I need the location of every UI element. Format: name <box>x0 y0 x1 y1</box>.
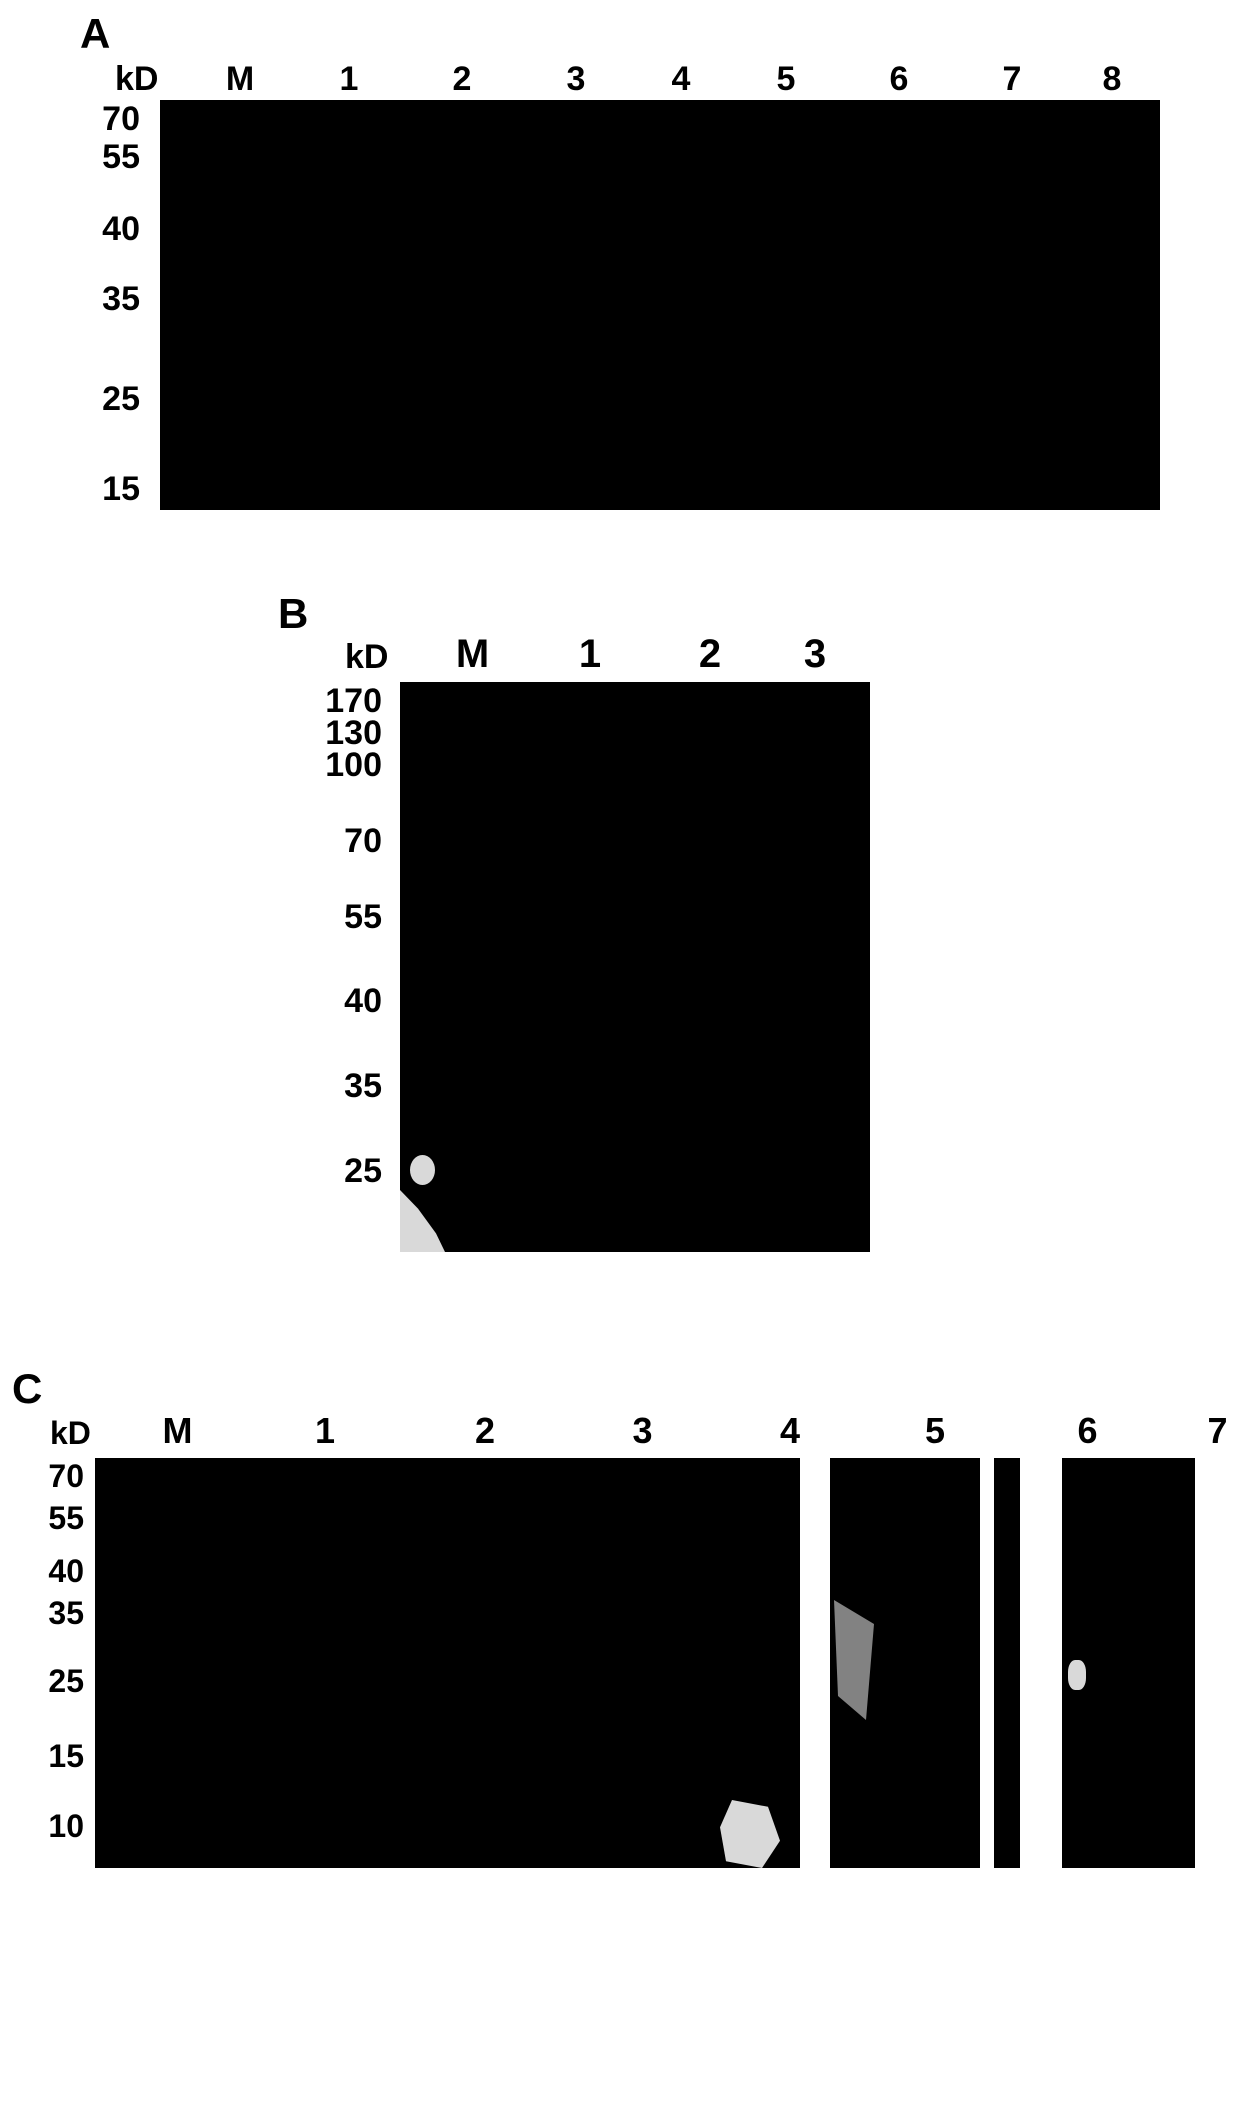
gel-white-band <box>1195 1458 1205 1868</box>
lane-label: 3 <box>565 1410 720 1452</box>
kd-val: 25 <box>48 1663 84 1700</box>
panel-c-kd-col: 70 55 40 35 25 15 10 <box>10 1458 84 1868</box>
kd-val: 55 <box>102 138 140 177</box>
kd-val: 40 <box>48 1553 84 1590</box>
kd-val: 35 <box>102 280 140 319</box>
panel-a-kd-header: kD <box>115 60 158 99</box>
kd-val: 70 <box>102 100 140 139</box>
kd-val: 10 <box>48 1808 84 1845</box>
lane-label: 3 <box>770 632 860 677</box>
lane-label: 2 <box>403 60 521 99</box>
panel-c-lane-labels: M 1 2 3 4 5 6 7 <box>110 1410 1240 1452</box>
lane-label: M <box>185 60 295 99</box>
panel-b-lane-labels: M 1 2 3 <box>415 632 860 677</box>
kd-val: 55 <box>344 898 382 937</box>
kd-val: 25 <box>344 1152 382 1191</box>
gel-white-band <box>1020 1458 1062 1868</box>
lane-label: 2 <box>405 1410 565 1452</box>
kd-val: 15 <box>48 1738 84 1775</box>
lane-label: 7 <box>957 60 1067 99</box>
panel-a-label: A <box>80 10 110 58</box>
kd-val: 35 <box>344 1067 382 1106</box>
lane-label: 4 <box>720 1410 860 1452</box>
panel-b-label: B <box>278 590 308 638</box>
kd-val: 70 <box>48 1458 84 1495</box>
gel-white-band <box>980 1458 994 1868</box>
lane-label: 1 <box>295 60 403 99</box>
gel-noise <box>1068 1660 1086 1690</box>
lane-label: M <box>415 632 530 677</box>
kd-val: 40 <box>102 210 140 249</box>
panel-c-label: C <box>12 1365 42 1413</box>
lane-label: 2 <box>650 632 770 677</box>
kd-val: 70 <box>344 822 382 861</box>
kd-val: 15 <box>102 470 140 509</box>
panel-a-kd-col: 70 55 40 35 25 15 <box>60 100 140 510</box>
lane-label: 7 <box>1165 1410 1240 1452</box>
lane-label: 8 <box>1067 60 1157 99</box>
panel-b-gel <box>400 682 870 1252</box>
gel-noise <box>410 1155 435 1185</box>
panel-a-lane-labels: M 1 2 3 4 5 6 7 8 <box>185 60 1157 99</box>
panel-b-kd-col: 170 130 100 70 55 40 35 25 <box>300 682 382 1252</box>
lane-label: 1 <box>530 632 650 677</box>
kd-val: 55 <box>48 1500 84 1537</box>
panel-a-gel <box>160 100 1160 510</box>
kd-val: 100 <box>325 746 382 785</box>
kd-val: 35 <box>48 1595 84 1632</box>
gel-white-band <box>800 1458 830 1868</box>
lane-label: 6 <box>1010 1410 1165 1452</box>
lane-label: 5 <box>860 1410 1010 1452</box>
lane-label: M <box>110 1410 245 1452</box>
panel-b-kd-header: kD <box>345 638 388 677</box>
lane-label: 4 <box>631 60 731 99</box>
lane-label: 6 <box>841 60 957 99</box>
lane-label: 5 <box>731 60 841 99</box>
lane-label: 1 <box>245 1410 405 1452</box>
kd-val: 25 <box>102 380 140 419</box>
lane-label: 3 <box>521 60 631 99</box>
panel-c-kd-header: kD <box>50 1415 91 1452</box>
kd-val: 40 <box>344 982 382 1021</box>
